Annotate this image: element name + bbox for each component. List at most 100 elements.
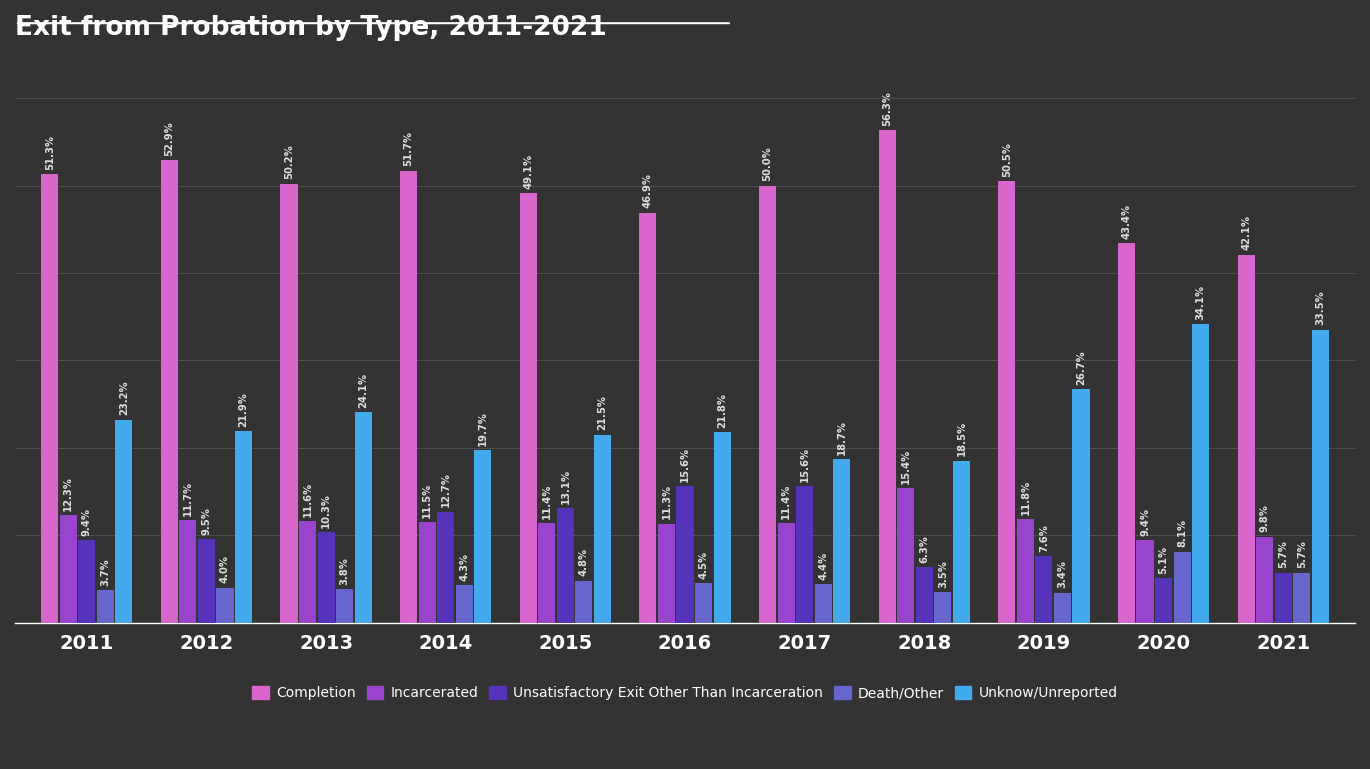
Text: 21.9%: 21.9% [238,392,248,427]
Text: 3.5%: 3.5% [938,560,948,588]
Text: 10.3%: 10.3% [321,493,332,528]
Bar [1293,573,1310,623]
Bar [1237,255,1255,623]
Bar [419,522,436,623]
Text: 11.4%: 11.4% [781,483,790,518]
Text: 18.7%: 18.7% [837,420,847,454]
Bar [1073,389,1089,623]
Text: 3.4%: 3.4% [1058,561,1067,588]
Text: 11.3%: 11.3% [662,484,671,519]
Legend: Completion, Incarcerated, Unsatisfactory Exit Other Than Incarceration, Death/Ot: Completion, Incarcerated, Unsatisfactory… [247,681,1123,706]
Bar [299,521,316,623]
Text: 11.5%: 11.5% [422,482,432,518]
Bar [1174,551,1191,623]
Bar [915,568,933,623]
Text: 12.7%: 12.7% [441,472,451,507]
Bar [538,523,555,623]
Bar [1311,330,1329,623]
Bar [954,461,970,623]
Text: 19.7%: 19.7% [478,411,488,446]
Bar [1118,243,1134,623]
Bar [474,451,492,623]
Bar [640,213,656,623]
Text: 18.5%: 18.5% [956,421,966,457]
Text: 11.4%: 11.4% [541,483,552,518]
Bar [519,193,537,623]
Text: 5.1%: 5.1% [1159,545,1169,574]
Bar [78,541,96,623]
Bar [97,590,114,623]
Bar [714,432,730,623]
Text: 26.7%: 26.7% [1075,350,1086,384]
Bar [878,131,896,623]
Bar [1274,573,1292,623]
Text: 42.1%: 42.1% [1241,215,1251,250]
Bar [934,592,951,623]
Text: 33.5%: 33.5% [1315,291,1325,325]
Bar [595,434,611,623]
Text: 50.2%: 50.2% [284,145,295,179]
Bar [1036,556,1052,623]
Text: 51.7%: 51.7% [404,131,414,166]
Bar [677,486,693,623]
Text: 11.8%: 11.8% [1021,480,1030,515]
Text: 4.5%: 4.5% [699,551,708,579]
Bar [1192,325,1210,623]
Text: 49.1%: 49.1% [523,154,533,189]
Text: 7.6%: 7.6% [1038,524,1049,551]
Text: 50.5%: 50.5% [1001,142,1012,177]
Bar [1054,593,1071,623]
Text: 3.8%: 3.8% [340,557,349,585]
Text: Exit from Probation by Type, 2011-2021: Exit from Probation by Type, 2011-2021 [15,15,607,41]
Bar [575,581,592,623]
Bar [400,171,416,623]
Text: 13.1%: 13.1% [560,468,570,504]
Bar [999,181,1015,623]
Bar [815,584,832,623]
Text: 12.3%: 12.3% [63,476,73,511]
Bar [1155,578,1173,623]
Text: 4.3%: 4.3% [459,553,470,581]
Text: 52.9%: 52.9% [164,121,174,156]
Bar [1137,541,1154,623]
Bar [897,488,914,623]
Text: 15.6%: 15.6% [800,447,810,482]
Text: 4.0%: 4.0% [221,555,230,583]
Text: 5.7%: 5.7% [1297,541,1307,568]
Bar [759,185,775,623]
Bar [778,523,795,623]
Text: 51.3%: 51.3% [45,135,55,170]
Bar [355,412,371,623]
Bar [695,583,712,623]
Text: 23.2%: 23.2% [119,381,129,415]
Bar [318,532,334,623]
Bar [658,524,675,623]
Bar [281,184,297,623]
Bar [236,431,252,623]
Bar [336,589,353,623]
Bar [160,160,178,623]
Text: 21.8%: 21.8% [717,393,727,428]
Text: 24.1%: 24.1% [358,372,369,408]
Text: 3.7%: 3.7% [100,558,111,586]
Text: 4.4%: 4.4% [818,551,829,580]
Bar [437,511,455,623]
Text: 50.0%: 50.0% [763,146,773,181]
Text: 9.8%: 9.8% [1259,504,1270,532]
Text: 5.7%: 5.7% [1278,541,1288,568]
Text: 9.5%: 9.5% [201,508,211,535]
Bar [197,540,215,623]
Text: 4.8%: 4.8% [580,548,589,576]
Text: 11.7%: 11.7% [182,481,193,516]
Text: 15.6%: 15.6% [680,447,690,482]
Bar [556,508,574,623]
Bar [115,420,133,623]
Bar [456,585,473,623]
Bar [1256,537,1273,623]
Text: 8.1%: 8.1% [1177,519,1188,548]
Text: 6.3%: 6.3% [919,535,929,563]
Text: 43.4%: 43.4% [1122,204,1132,239]
Text: 9.4%: 9.4% [82,508,92,536]
Bar [216,588,233,623]
Bar [179,521,196,623]
